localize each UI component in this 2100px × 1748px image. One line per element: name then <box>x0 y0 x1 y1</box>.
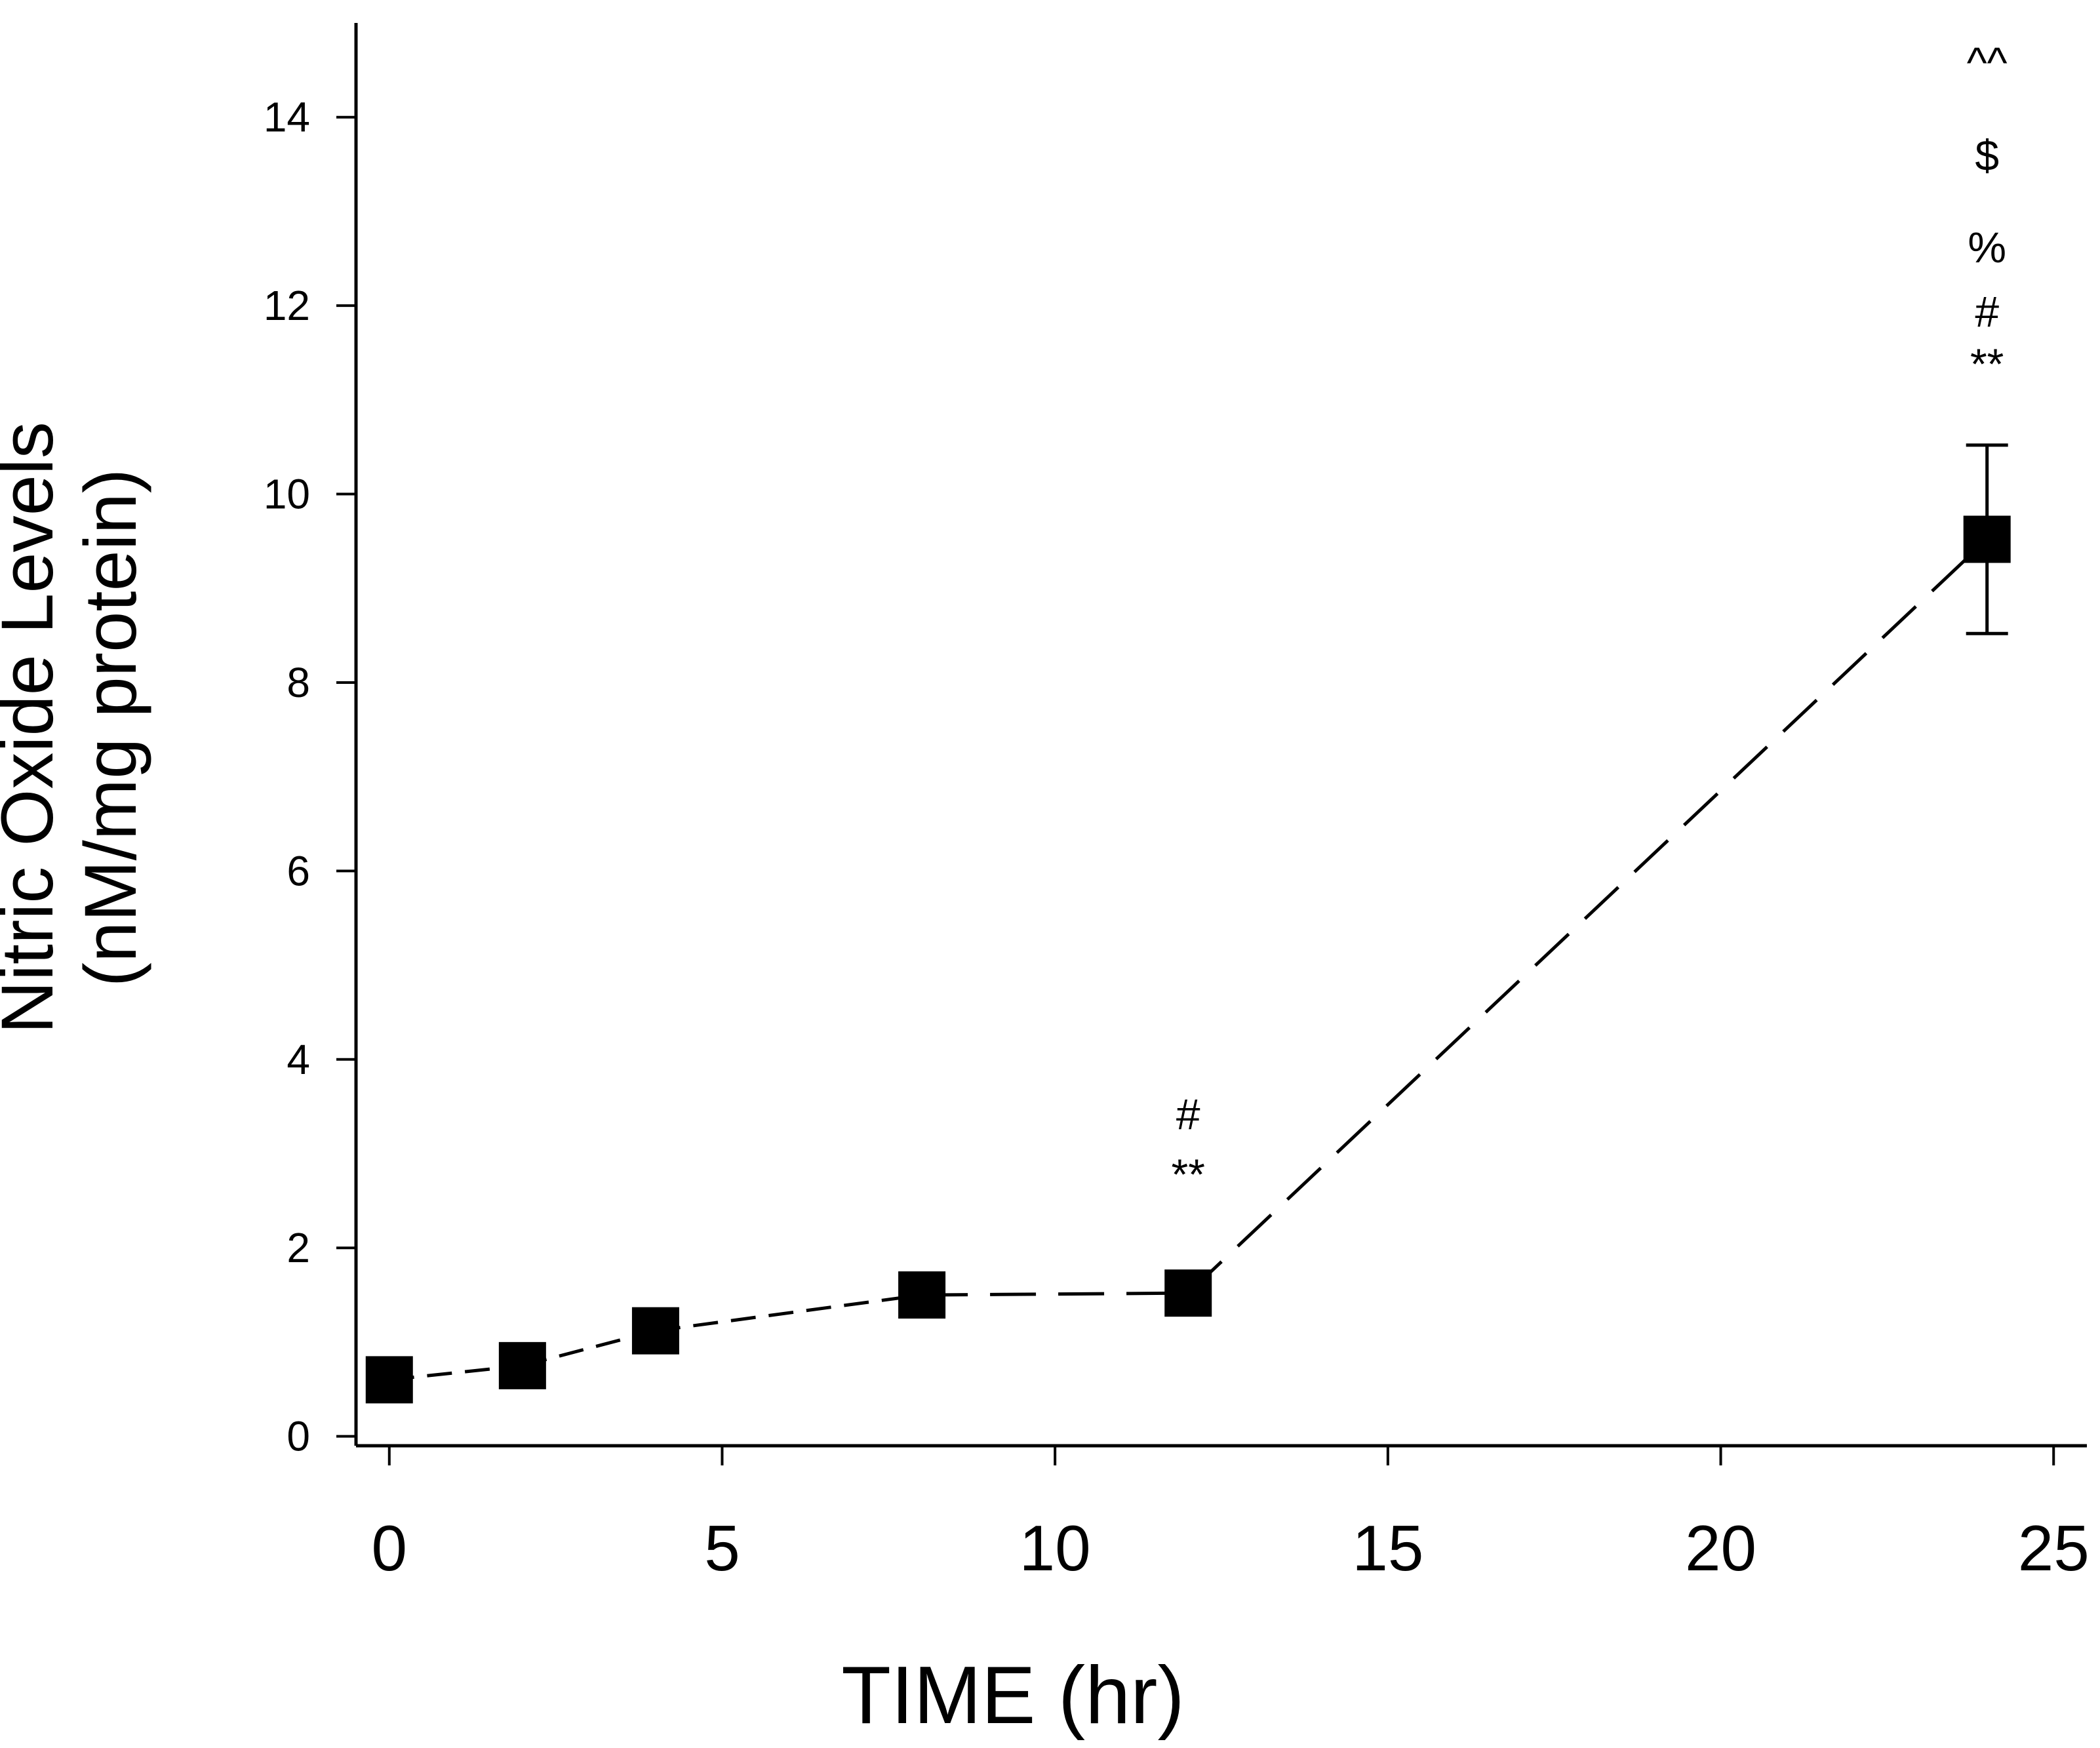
annotation-symbol: $ <box>1975 131 1999 180</box>
y-tick-label: 8 <box>287 659 310 706</box>
annotation-symbol: ^^ <box>1967 38 2008 87</box>
y-tick-label: 4 <box>287 1036 310 1083</box>
significance-annotation: ^^ $% #** <box>1967 38 2008 388</box>
x-tick-label: 25 <box>2018 1512 2090 1584</box>
y-tick-label: 12 <box>264 282 310 329</box>
chart: 02468101214 0 5 10 15 20 25 #**^^$%#** TIME (… <box>0 0 2100 1748</box>
data-point-marker <box>366 1356 413 1403</box>
data-point-marker <box>898 1271 945 1319</box>
data-point-marker <box>1164 1269 1212 1317</box>
x-tick-label: 0 <box>372 1512 408 1584</box>
series-line-segment <box>656 1295 922 1331</box>
annotation-symbol: ** <box>1970 340 2004 388</box>
annotation-symbol: # <box>1975 287 1999 336</box>
series-line-segment <box>1188 540 1987 1294</box>
x-tick-label: 15 <box>1352 1512 1423 1584</box>
significance-annotation: # ** <box>1172 1090 1205 1199</box>
series <box>366 445 2011 1404</box>
annotation-symbol: % <box>1968 223 2006 271</box>
y-tick-label: 6 <box>287 847 310 894</box>
data-point-marker <box>1964 516 2011 563</box>
annotation-symbol: # <box>1176 1090 1200 1138</box>
y-tick-label: 0 <box>287 1413 310 1460</box>
x-tick-label: 10 <box>1020 1512 1091 1584</box>
x-tick-label: 20 <box>1685 1512 1756 1584</box>
x-axis-title: TIME (hr) <box>841 1650 1185 1741</box>
y-axis-title-line-2: (nM/mg protein) <box>69 469 151 987</box>
series-line-segment <box>922 1293 1188 1295</box>
y-axis-title-line-1: Nitric Oxide Levels <box>0 422 68 1034</box>
data-point-marker <box>632 1307 679 1355</box>
y-ticks: 0 2 4 6 8 10 12 14 <box>264 94 356 1460</box>
data-point-marker <box>499 1342 546 1389</box>
x-tick-label: 5 <box>704 1512 740 1584</box>
y-tick-label: 2 <box>287 1224 310 1271</box>
annotation-symbol: ** <box>1172 1150 1205 1199</box>
x-ticks: 0 5 10 15 20 25 <box>372 1446 2090 1584</box>
y-axis-title: Nitric Oxide Levels (nM/mg protein) <box>0 422 151 1034</box>
annotations: #**^^$%#** <box>1172 38 2008 1199</box>
y-tick-label: 10 <box>264 471 310 518</box>
axes <box>356 23 2087 1446</box>
y-tick-label: 14 <box>264 94 310 141</box>
